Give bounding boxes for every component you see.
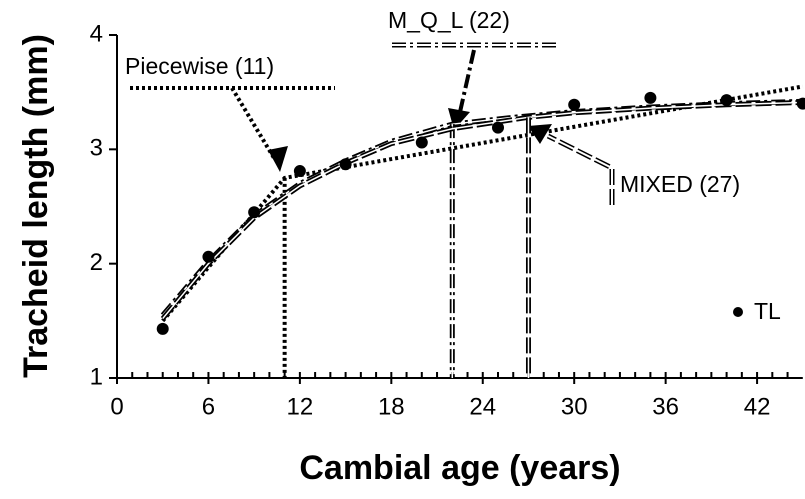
data-point	[644, 91, 657, 104]
y-tick-label: 1	[90, 363, 103, 390]
y-axis-title: Tracheid length (mm)	[17, 34, 55, 378]
fit-line	[160, 98, 803, 317]
fit-line-inner	[162, 100, 803, 316]
x-tick-label: 36	[652, 393, 679, 420]
data-point	[796, 97, 805, 110]
legend-marker	[733, 307, 743, 317]
data-point	[720, 94, 733, 107]
data-point	[415, 136, 428, 149]
x-tick-label: 0	[110, 393, 123, 420]
y-tick-label: 4	[90, 20, 103, 47]
annotation: M_Q_L (22)	[388, 7, 510, 33]
data-point	[492, 121, 504, 134]
x-axis-title: Cambial age (years)	[299, 449, 620, 487]
data-point	[568, 98, 581, 111]
y-tick-label: 2	[90, 249, 103, 276]
annotation: MIXED (27)	[620, 171, 740, 197]
legend-label: TL	[754, 298, 781, 324]
y-tick-label: 3	[90, 135, 103, 162]
x-tick-label: 12	[287, 393, 314, 420]
data-point	[202, 250, 215, 263]
x-tick-label: 6	[202, 393, 215, 420]
x-tick-label: 42	[744, 393, 771, 420]
annotation-arrow	[546, 133, 615, 205]
annotation-arrow	[458, 49, 476, 113]
x-tick-label: 30	[561, 393, 588, 420]
annotation-arrow	[230, 86, 276, 160]
annotation-arrow-inner	[547, 135, 613, 205]
data-point	[339, 158, 352, 171]
arrow-head	[268, 146, 288, 172]
x-tick-label: 18	[378, 393, 405, 420]
annotation: Piecewise (11)	[125, 53, 274, 79]
fit-line-inner	[162, 101, 803, 320]
data-point	[156, 322, 169, 335]
x-tick-label: 24	[469, 393, 496, 420]
data-point	[293, 165, 306, 178]
data-point	[248, 206, 261, 219]
